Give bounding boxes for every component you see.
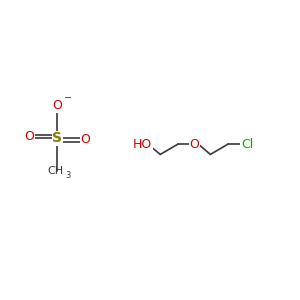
Text: HO: HO [133, 138, 152, 151]
Text: O: O [52, 99, 62, 112]
Text: S: S [52, 131, 62, 145]
Text: CH: CH [48, 166, 64, 176]
Text: O: O [24, 130, 34, 143]
Text: O: O [80, 134, 90, 146]
Text: Cl: Cl [241, 138, 253, 151]
Text: −: − [64, 93, 73, 103]
Text: 3: 3 [66, 171, 71, 180]
Text: O: O [189, 138, 199, 151]
